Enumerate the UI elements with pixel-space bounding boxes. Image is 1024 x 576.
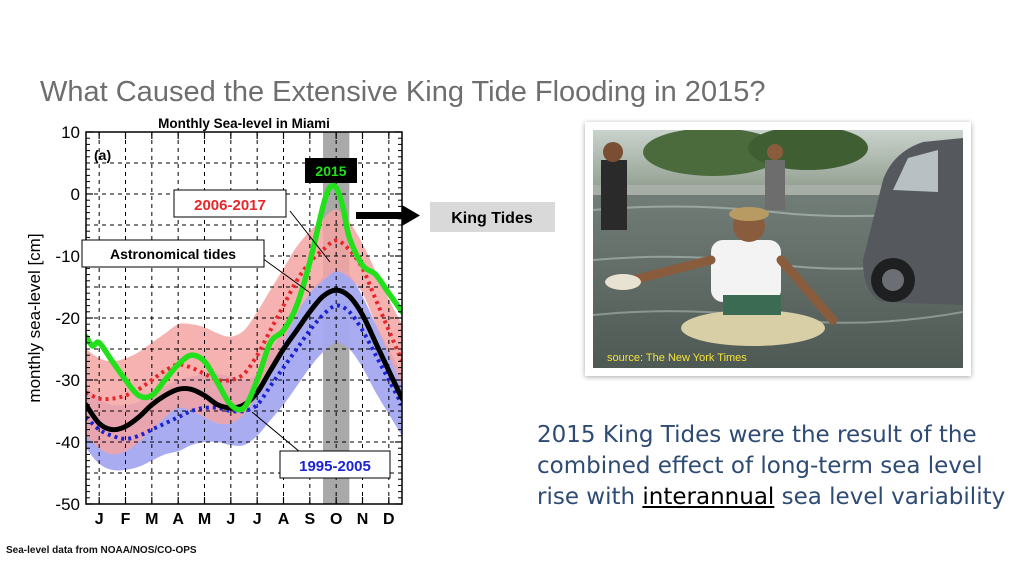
chart-title: Monthly Sea-level in Miami	[158, 116, 330, 131]
x-tick-label: N	[357, 511, 369, 528]
x-tick-label: A	[278, 511, 290, 528]
x-tick-label: J	[226, 511, 235, 528]
y-tick-label: -40	[55, 433, 80, 452]
y-tick-label: -20	[55, 309, 80, 328]
y-axis-label: monthly sea-level [cm]	[25, 233, 44, 402]
conclusion-keyword: interannual	[642, 484, 775, 510]
conclusion-part1: 2015 King Tides were the result of the c…	[537, 422, 983, 510]
y-tick-label: 10	[61, 123, 80, 142]
annotation-2015-label: 2015	[315, 163, 346, 179]
annotation-astronomical-tides: Astronomical tides	[81, 239, 310, 293]
annotation-2006-2017-label: 2006-2017	[194, 197, 266, 214]
king-tides-arrow	[356, 212, 404, 219]
series-line-2015	[86, 182, 402, 413]
y-tick-label: 0	[71, 185, 80, 204]
x-tick-label: J	[253, 511, 262, 528]
flood-photo-image	[593, 130, 963, 368]
flood-photo: source: The New York Times	[585, 122, 971, 376]
x-tick-label: J	[95, 511, 104, 528]
y-tick-label: -10	[55, 247, 80, 266]
sea-level-chart: 100-10-20-30-40-50J F M A M J J A S O N D Monthly S…	[25, 116, 555, 528]
series-line-1995-2005	[86, 303, 402, 441]
king-tides-callout: King Tides	[356, 202, 555, 232]
slide-title: What Caused the Extensive King Tide Floo…	[40, 76, 766, 108]
x-tick-label: S	[304, 511, 315, 528]
king-tides-arrowhead	[402, 205, 420, 226]
band-1995-2005	[86, 268, 402, 471]
x-tick-label: D	[383, 511, 395, 528]
king-tides-label: King Tides	[451, 210, 533, 227]
conclusion-part2: sea level variability	[774, 484, 1006, 510]
x-tick-label: M	[145, 511, 158, 528]
annotation-1995-2005-label: 1995-2005	[299, 458, 371, 475]
annotation-2006-2017: 2006-2017	[173, 189, 331, 263]
annotation-2015: 2015	[305, 158, 357, 183]
x-tick-label: M	[198, 511, 211, 528]
panel-label: (a)	[94, 147, 111, 163]
x-tick-label: A	[172, 511, 184, 528]
x-tick-label: F	[121, 511, 131, 528]
annotation-astronomical-tides-label: Astronomical tides	[110, 246, 236, 262]
annotation-1995-2005: 1995-2005	[251, 411, 391, 479]
data-source-note: Sea-level data from NOAA/NOS/CO-OPS	[6, 545, 197, 556]
x-tick-label: O	[330, 511, 342, 528]
y-tick-label: -30	[55, 371, 80, 390]
y-tick-label: -50	[55, 495, 80, 514]
photo-source: source: The New York Times	[607, 352, 747, 364]
conclusion-text: 2015 King Tides were the result of the c…	[537, 420, 1007, 513]
